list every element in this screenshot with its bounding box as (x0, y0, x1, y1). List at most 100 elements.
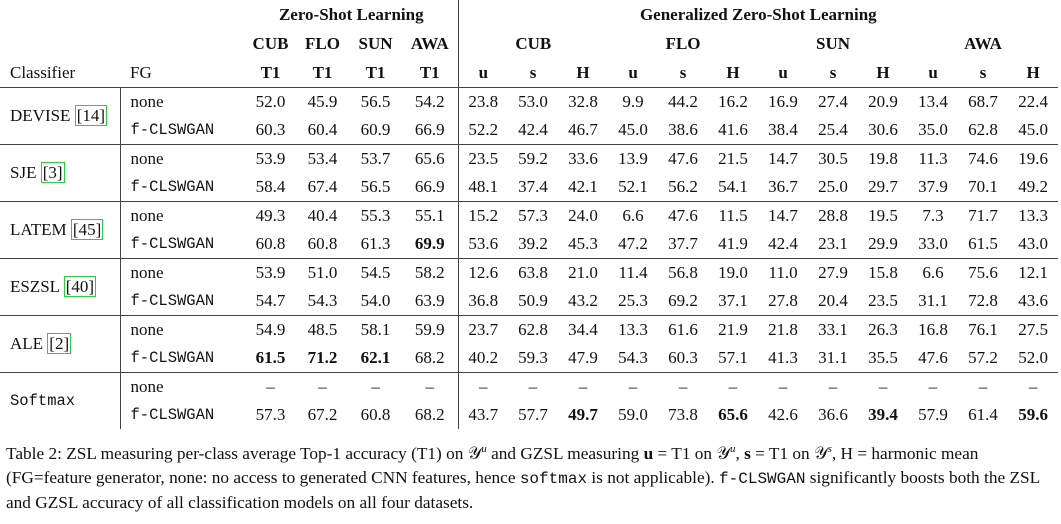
classifier: ALE [2] (0, 315, 121, 373)
header-row: CUB FLO SUN AWA CUB FLO SUN AWA (0, 29, 1058, 58)
cell: 27.8 (768, 291, 798, 310)
cell: 54.9 (255, 320, 286, 339)
cell: 59.3 (518, 348, 548, 367)
cell: 53.9 (255, 263, 286, 282)
cell: 63.8 (518, 263, 548, 282)
cell: 54.0 (360, 291, 391, 310)
cell: 62.1 (360, 348, 391, 367)
cell: 40.2 (457, 344, 509, 373)
cell: 71.7 (968, 206, 998, 225)
column-header: u (928, 62, 938, 82)
cell: 37.1 (718, 291, 748, 310)
cell: 66.9 (414, 177, 445, 196)
cell: 9.9 (622, 92, 644, 111)
cell: 40.4 (307, 206, 338, 225)
cell: 6.6 (922, 263, 944, 282)
cell: 52.2 (457, 116, 509, 145)
data-row: f-CLSWGAN 58.4 67.4 56.5 66.9 48.1 37.4 42.1 52.… (0, 173, 1058, 202)
cell: 43.0 (1018, 234, 1048, 253)
cell: 47.6 (668, 206, 698, 225)
cell: 76.1 (968, 320, 998, 339)
cell: 73.8 (668, 405, 698, 424)
cell: 29.7 (868, 177, 898, 196)
cell: 31.1 (818, 348, 848, 367)
cell: 35.5 (868, 348, 898, 367)
cell: 23.8 (457, 87, 509, 116)
cell: 59.9 (414, 320, 445, 339)
cell: – (528, 377, 538, 396)
column-header: T1 (260, 62, 281, 82)
column-header: T1 (419, 62, 440, 82)
cell: 35.0 (918, 120, 948, 139)
cell: 16.8 (918, 320, 948, 339)
cell: – (318, 377, 327, 396)
cell: 42.4 (768, 234, 798, 253)
dataset-header: CUB (252, 33, 289, 53)
cell: 19.5 (868, 206, 898, 225)
cell: 68.2 (414, 405, 445, 424)
cell: 46.7 (568, 120, 598, 139)
caption-text: 𝒴 (814, 443, 828, 463)
cell: 68.2 (414, 348, 445, 367)
citation: [45] (70, 219, 104, 240)
cell: 47.2 (618, 234, 648, 253)
cell: 63.9 (414, 291, 445, 310)
cell: 19.0 (718, 263, 748, 282)
fg: none (130, 206, 164, 225)
cell: – (878, 377, 888, 396)
cell: 12.1 (1018, 263, 1048, 282)
cell: 53.0 (518, 92, 548, 111)
cell: 49.7 (568, 405, 598, 424)
cell: 52.1 (618, 177, 648, 196)
cell: 45.0 (618, 120, 648, 139)
cell: 12.6 (457, 258, 509, 287)
cell: 11.5 (718, 206, 748, 225)
cell: 55.1 (414, 206, 445, 225)
cell: 67.4 (307, 177, 338, 196)
fg: f-CLSWGAN (130, 292, 215, 310)
cell: 57.9 (918, 405, 948, 424)
cell: 69.2 (668, 291, 698, 310)
column-header: u (457, 58, 509, 88)
cell: 53.4 (307, 149, 338, 168)
cell: 21.8 (768, 320, 798, 339)
caption-text: is not applicable). (587, 467, 720, 487)
cell: 45.0 (1018, 120, 1048, 139)
caption: Table 2: ZSL measuring per-class average… (6, 437, 1056, 515)
cell: 57.1 (718, 348, 748, 367)
data-row: SJE [3] none 53.9 53.4 53.7 65.6 23.5 59.2 33.6 1… (0, 144, 1059, 202)
caption-text: = T1 on (653, 443, 717, 463)
cell: 6.6 (622, 206, 644, 225)
cell: 20.9 (868, 92, 898, 111)
citation: [40] (63, 276, 97, 297)
cell: 44.2 (668, 92, 698, 111)
cell: 61.5 (255, 348, 286, 367)
cell: 67.2 (307, 405, 338, 424)
cell: 48.5 (307, 320, 338, 339)
cell: 60.3 (255, 120, 286, 139)
cell: 59.2 (518, 149, 548, 168)
cell: 13.9 (618, 149, 648, 168)
blank (0, 0, 245, 29)
citation: [2] (47, 333, 72, 354)
cell: 45.9 (307, 92, 338, 111)
cell: 51.0 (307, 263, 338, 282)
cell: 24.0 (568, 206, 598, 225)
cell: 16.9 (768, 92, 798, 111)
cell: 21.9 (718, 320, 748, 339)
cell: 42.6 (768, 405, 798, 424)
caption-text: = T1 on (750, 443, 815, 463)
cell: 23.7 (457, 315, 509, 344)
cell: 59.0 (618, 405, 648, 424)
cell: 56.5 (360, 177, 391, 196)
citation: [3] (40, 162, 65, 183)
column-header: H (726, 62, 740, 82)
cell: 60.3 (668, 348, 698, 367)
cell: 45.3 (568, 234, 598, 253)
cell: 61.4 (968, 405, 998, 424)
cell: 11.3 (918, 149, 948, 168)
data-row: f-CLSWGAN 60.3 60.4 60.9 66.9 52.2 42.4 46.7 45.… (0, 116, 1058, 145)
cell: 54.1 (718, 177, 748, 196)
data-row: ESZSL [40] none 53.9 51.0 54.5 58.2 12.6 63.8 21… (0, 258, 1059, 316)
cell: 25.4 (818, 120, 848, 139)
